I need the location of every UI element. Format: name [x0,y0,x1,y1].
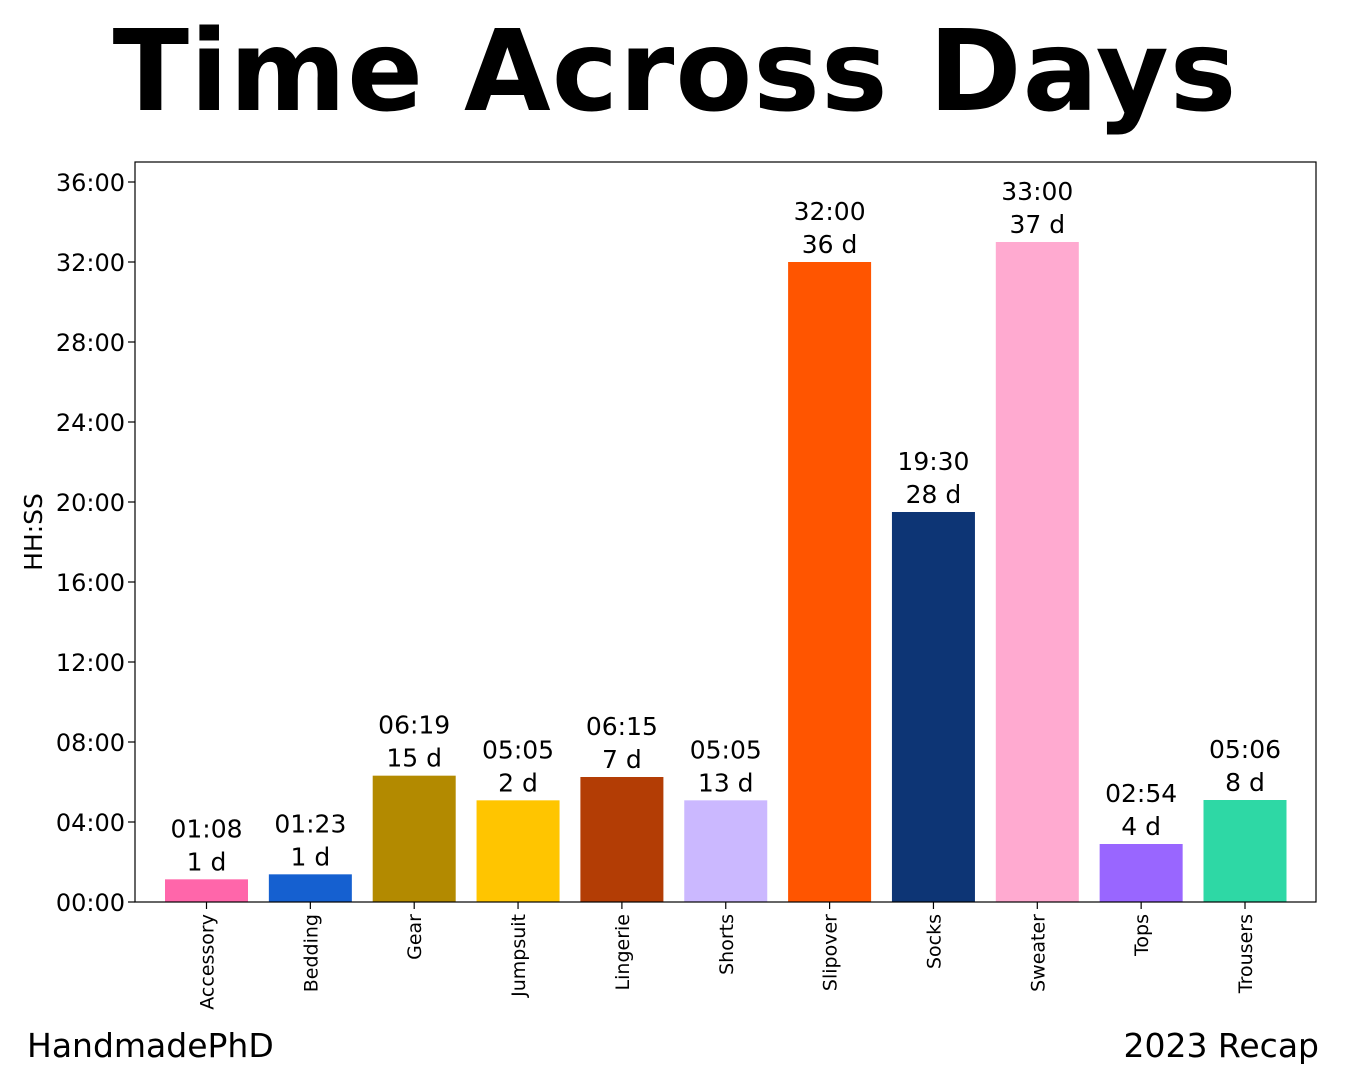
x-tick-label: Socks [923,914,945,969]
bar [891,512,975,902]
bar-value-label: 05:06 [1209,735,1281,764]
bar [1099,844,1183,902]
bar-days-label: 1 d [290,842,330,871]
bar-value-label: 05:05 [690,735,762,764]
bar [580,777,664,902]
y-tick-label: 24:00 [56,409,125,437]
y-tick-label: 36:00 [56,169,125,197]
x-tick-label: Slipover [820,914,842,991]
y-tick-label: 16:00 [56,569,125,597]
footer-brand: HandmadePhD [27,1026,274,1065]
x-tick-label: Jumpsuit [508,914,530,998]
y-axis: 00:00 04:00 08:00 12:00 16:00 20:00 24:00 28:00… [56,169,135,917]
footer-recap: 2023 Recap [1123,1026,1319,1065]
y-tick-label: 08:00 [56,729,125,757]
y-tick-label: 12:00 [56,649,125,677]
x-tick-label: Bedding [300,914,322,992]
bar-value-label: 02:54 [1105,779,1177,808]
y-tick-label: 04:00 [56,809,125,837]
y-axis-title: HH:SS [19,493,48,571]
bar-value-label: 32:00 [794,197,866,226]
bar-value-label: 06:15 [586,712,658,741]
bar-days-label: 7 d [602,745,642,774]
bar [268,874,352,902]
bar [372,775,456,902]
y-tick-label: 00:00 [56,889,125,917]
bars [165,242,1287,902]
bar-days-label: 8 d [1225,768,1265,797]
bar-days-label: 13 d [698,768,754,797]
x-tick-label: Tops [1131,914,1153,957]
bar [476,800,560,902]
bar-value-label: 05:05 [482,735,554,764]
bar-days-label: 36 d [802,230,858,259]
x-tick-label: Gear [404,914,426,960]
bar-value-label: 06:19 [378,711,450,740]
x-tick-label: Accessory [197,914,219,1010]
bar-days-label: 28 d [906,480,962,509]
x-tick-label: Sweater [1027,914,1049,992]
bar [788,262,872,902]
bar [684,800,768,902]
bar-value-label: 33:00 [1001,177,1073,206]
bar-days-label: 15 d [386,744,442,773]
bar-days-label: 1 d [187,847,227,876]
x-axis: Accessory Bedding Gear Jumpsuit Lingerie Shor… [197,902,1257,1010]
bar-days-label: 37 d [1009,210,1065,239]
x-tick-label: Lingerie [612,914,634,990]
bar-value-label: 19:30 [897,447,969,476]
bar-value-label: 01:23 [274,809,346,838]
bar-days-label: 2 d [498,768,538,797]
x-tick-label: Shorts [716,914,738,975]
value-labels: 01:08 1 d 01:23 1 d 06:19 15 d 05:05 2 d 06:15 7 … [170,177,1281,876]
bar-days-label: 4 d [1121,812,1161,841]
bar [1203,800,1287,902]
plot-frame [134,161,1317,903]
bar [165,879,248,902]
bar [995,242,1079,902]
chart-title: Time Across Days [112,7,1238,137]
bar-value-label: 01:08 [170,814,242,843]
y-tick-label: 28:00 [56,329,125,357]
y-tick-label: 20:00 [56,489,125,517]
y-tick-label: 32:00 [56,249,125,277]
x-tick-label: Trousers [1235,914,1257,994]
